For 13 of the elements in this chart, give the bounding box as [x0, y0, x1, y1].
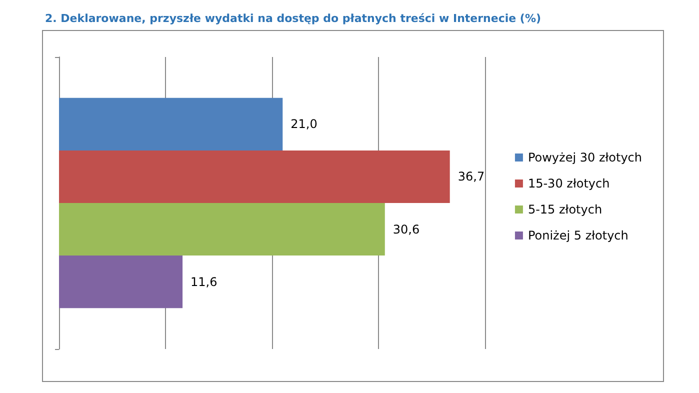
legend-label: Powyżej 30 złotych: [528, 150, 642, 164]
bar: [59, 98, 283, 150]
data-label: 21,0: [290, 117, 318, 132]
bar: [59, 150, 450, 203]
data-label: 11,6: [190, 274, 218, 289]
bar: [59, 203, 385, 256]
data-label: 36,7: [458, 170, 485, 184]
legend-label: 15-30 złotych: [528, 176, 610, 190]
legend-label: 5-15 złotych: [528, 202, 602, 216]
chart-title: 2. Deklarowane, przyszłe wydatki na dostęp do płatnych treści w Internecie (%): [45, 12, 542, 25]
data-label: 30,6: [392, 222, 420, 236]
legend-label: Poniżej 5 złotych: [528, 228, 628, 242]
bar: [59, 256, 183, 308]
